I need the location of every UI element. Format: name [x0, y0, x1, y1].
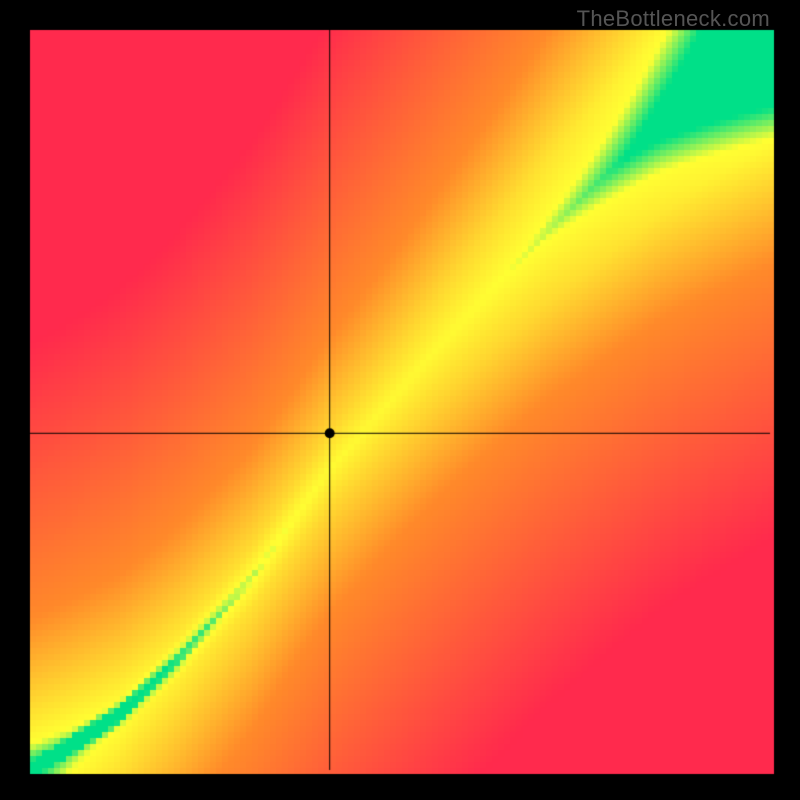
bottleneck-heatmap-canvas: [0, 0, 800, 800]
watermark-text: TheBottleneck.com: [577, 6, 770, 32]
chart-container: TheBottleneck.com: [0, 0, 800, 800]
